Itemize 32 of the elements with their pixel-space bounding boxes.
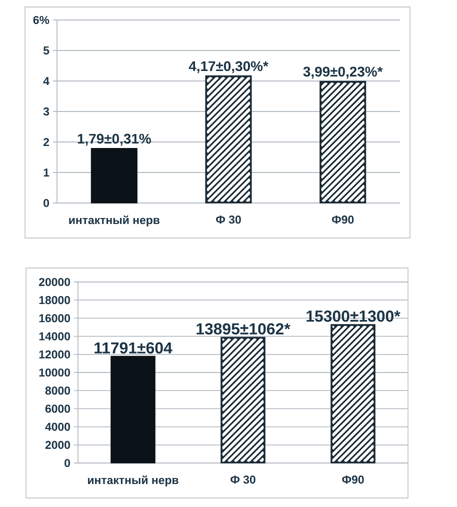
data-label: 15300±1300* <box>306 310 400 322</box>
x-tick-label: интактный нерв <box>88 476 178 486</box>
data-label: 13895±1062* <box>196 323 290 335</box>
data-label: 1,79±0,31% <box>78 134 151 146</box>
bar <box>90 148 138 204</box>
y-tick-label: 0 <box>64 458 70 468</box>
data-label: 11791±604 <box>94 342 172 354</box>
x-tick-label: интактный нерв <box>69 216 160 226</box>
y-tick-label: 4000 <box>45 422 70 431</box>
y-tick-label: 4 <box>43 77 50 85</box>
y-tick-label: 14000 <box>39 332 70 340</box>
y-tick-label: 6000 <box>45 404 70 413</box>
y-tick-label: 5 <box>43 46 50 54</box>
y-tick-label: 10000 <box>39 368 70 377</box>
y-tick-label: 1 <box>44 168 50 176</box>
y-tick-label: 12000 <box>39 350 70 358</box>
data-label: 4,17±0,30%* <box>188 61 268 74</box>
x-tick-label: Ф 30 <box>216 216 241 224</box>
y-tick-label: 16000 <box>39 314 70 322</box>
x-tick-label: Ф90 <box>342 476 364 484</box>
x-tick-label: Ф90 <box>332 216 354 224</box>
x-tick-label: Ф 30 <box>230 476 256 484</box>
y-tick-label: 20000 <box>39 278 70 286</box>
data-label: 3,99±0,23%* <box>303 66 383 79</box>
bar <box>110 356 156 464</box>
y-tick-label: 0 <box>44 198 50 208</box>
y-tick-label: 8000 <box>45 386 70 395</box>
y-tick-label: 3 <box>43 107 50 116</box>
y-tick-label: 6% <box>33 16 50 24</box>
y-tick-label: 2 <box>44 138 50 146</box>
y-tick-label: 18000 <box>39 296 70 304</box>
y-tick-label: 2000 <box>45 440 70 449</box>
